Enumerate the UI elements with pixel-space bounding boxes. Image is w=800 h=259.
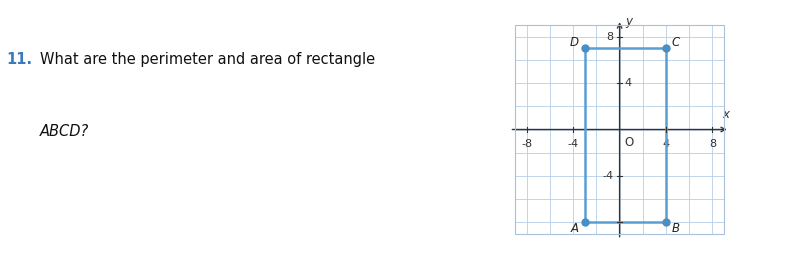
Text: 4: 4 (624, 78, 631, 88)
Text: 8: 8 (709, 139, 716, 149)
Text: A: A (570, 221, 578, 235)
Text: -8: -8 (522, 139, 533, 149)
Text: -4: -4 (568, 139, 578, 149)
Text: C: C (672, 36, 680, 49)
Text: y: y (626, 15, 632, 28)
Text: x: x (722, 108, 730, 121)
Text: O: O (624, 136, 634, 149)
Text: 8: 8 (606, 32, 614, 42)
Text: What are the perimeter and area of rectangle: What are the perimeter and area of recta… (40, 52, 375, 67)
Text: 4: 4 (662, 139, 670, 149)
Text: D: D (570, 36, 579, 49)
Text: -4: -4 (602, 171, 614, 181)
Bar (515, 25, 724, 234)
Text: ABCD?: ABCD? (40, 124, 90, 139)
Text: B: B (672, 221, 680, 235)
Text: 11.: 11. (6, 52, 33, 67)
